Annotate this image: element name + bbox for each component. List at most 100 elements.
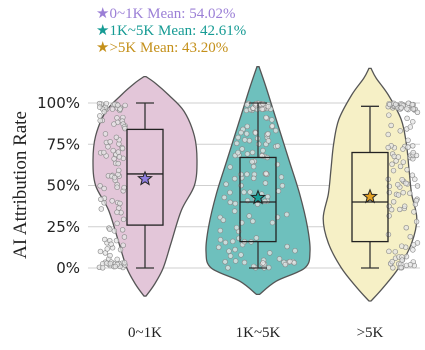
data-point bbox=[97, 117, 103, 124]
data-point bbox=[282, 261, 289, 268]
data-point bbox=[109, 106, 116, 112]
data-point bbox=[253, 235, 260, 241]
data-point bbox=[276, 256, 283, 262]
data-point bbox=[97, 248, 104, 255]
data-point bbox=[263, 114, 269, 121]
data-point bbox=[111, 174, 118, 181]
data-point bbox=[235, 134, 241, 141]
data-point bbox=[407, 124, 414, 130]
data-point bbox=[410, 247, 416, 253]
data-point bbox=[265, 194, 271, 200]
data-point bbox=[114, 184, 120, 190]
data-point bbox=[113, 134, 120, 141]
data-point bbox=[221, 194, 227, 201]
data-point bbox=[101, 185, 107, 192]
data-point bbox=[409, 101, 415, 108]
data-point bbox=[250, 218, 256, 224]
data-point bbox=[260, 260, 266, 266]
data-point bbox=[104, 246, 110, 252]
data-point bbox=[291, 260, 297, 266]
data-point bbox=[398, 264, 404, 271]
data-point bbox=[403, 253, 410, 260]
data-point bbox=[244, 123, 250, 130]
data-point bbox=[107, 139, 113, 145]
data-point bbox=[227, 164, 233, 170]
data-point bbox=[385, 131, 391, 138]
legend-entry: ★0~1K Mean: 54.02% bbox=[96, 6, 235, 22]
data-point bbox=[265, 131, 271, 137]
data-point bbox=[238, 171, 244, 178]
mean-marker bbox=[250, 189, 266, 205]
y-tick-label: 0% bbox=[56, 259, 80, 277]
data-point bbox=[262, 198, 268, 205]
data-point bbox=[234, 140, 240, 147]
data-point bbox=[227, 253, 234, 259]
data-point bbox=[404, 166, 410, 173]
data-point bbox=[395, 181, 401, 188]
data-point bbox=[244, 171, 250, 177]
data-point bbox=[404, 115, 410, 122]
data-point bbox=[395, 154, 402, 160]
y-tick-label: 25% bbox=[47, 218, 80, 236]
data-point bbox=[393, 101, 399, 108]
data-point bbox=[252, 130, 259, 136]
data-point bbox=[114, 115, 120, 121]
y-tick-label: 75% bbox=[47, 135, 80, 153]
data-point bbox=[400, 159, 407, 165]
data-point bbox=[410, 143, 416, 149]
data-point bbox=[232, 258, 239, 264]
data-point bbox=[401, 203, 408, 209]
data-point bbox=[117, 200, 123, 207]
data-point bbox=[400, 146, 406, 152]
data-point bbox=[241, 259, 248, 266]
data-point bbox=[238, 252, 244, 258]
mean-marker bbox=[137, 170, 153, 186]
data-point bbox=[230, 238, 236, 245]
data-point bbox=[403, 180, 409, 187]
data-point bbox=[231, 208, 238, 214]
data-point bbox=[413, 197, 420, 204]
box-plots bbox=[126, 102, 389, 269]
data-point bbox=[97, 183, 103, 189]
data-point bbox=[251, 175, 257, 182]
data-point bbox=[241, 189, 247, 195]
data-point bbox=[101, 149, 107, 156]
data-point bbox=[227, 189, 233, 196]
data-point bbox=[260, 101, 266, 107]
data-point bbox=[400, 189, 406, 196]
data-point bbox=[103, 100, 110, 107]
data-point bbox=[407, 190, 413, 196]
data-point bbox=[275, 143, 281, 149]
data-point bbox=[397, 206, 403, 213]
data-point bbox=[405, 144, 411, 150]
data-point bbox=[407, 261, 414, 268]
data-point bbox=[399, 243, 405, 249]
data-point bbox=[232, 200, 238, 207]
data-point bbox=[117, 246, 124, 253]
data-point bbox=[405, 137, 411, 143]
data-point bbox=[389, 161, 395, 167]
data-point bbox=[267, 250, 273, 256]
data-point bbox=[250, 163, 257, 170]
category-label: 1K~5K bbox=[236, 325, 281, 341]
data-point bbox=[223, 181, 229, 187]
data-point bbox=[121, 184, 127, 191]
data-point bbox=[114, 220, 120, 227]
data-point bbox=[239, 146, 245, 152]
y-tick-label: 100% bbox=[37, 94, 80, 112]
data-point bbox=[279, 183, 286, 189]
data-point bbox=[397, 128, 403, 134]
data-point bbox=[111, 228, 118, 234]
data-point bbox=[256, 141, 262, 147]
data-point bbox=[284, 243, 290, 250]
data-point bbox=[111, 121, 117, 127]
data-point bbox=[249, 159, 255, 165]
data-point bbox=[97, 113, 103, 119]
data-point bbox=[107, 252, 113, 259]
data-point bbox=[115, 149, 122, 155]
violin-body bbox=[205, 66, 311, 296]
data-point bbox=[233, 224, 240, 231]
data-point bbox=[101, 109, 107, 115]
data-point bbox=[222, 239, 229, 246]
